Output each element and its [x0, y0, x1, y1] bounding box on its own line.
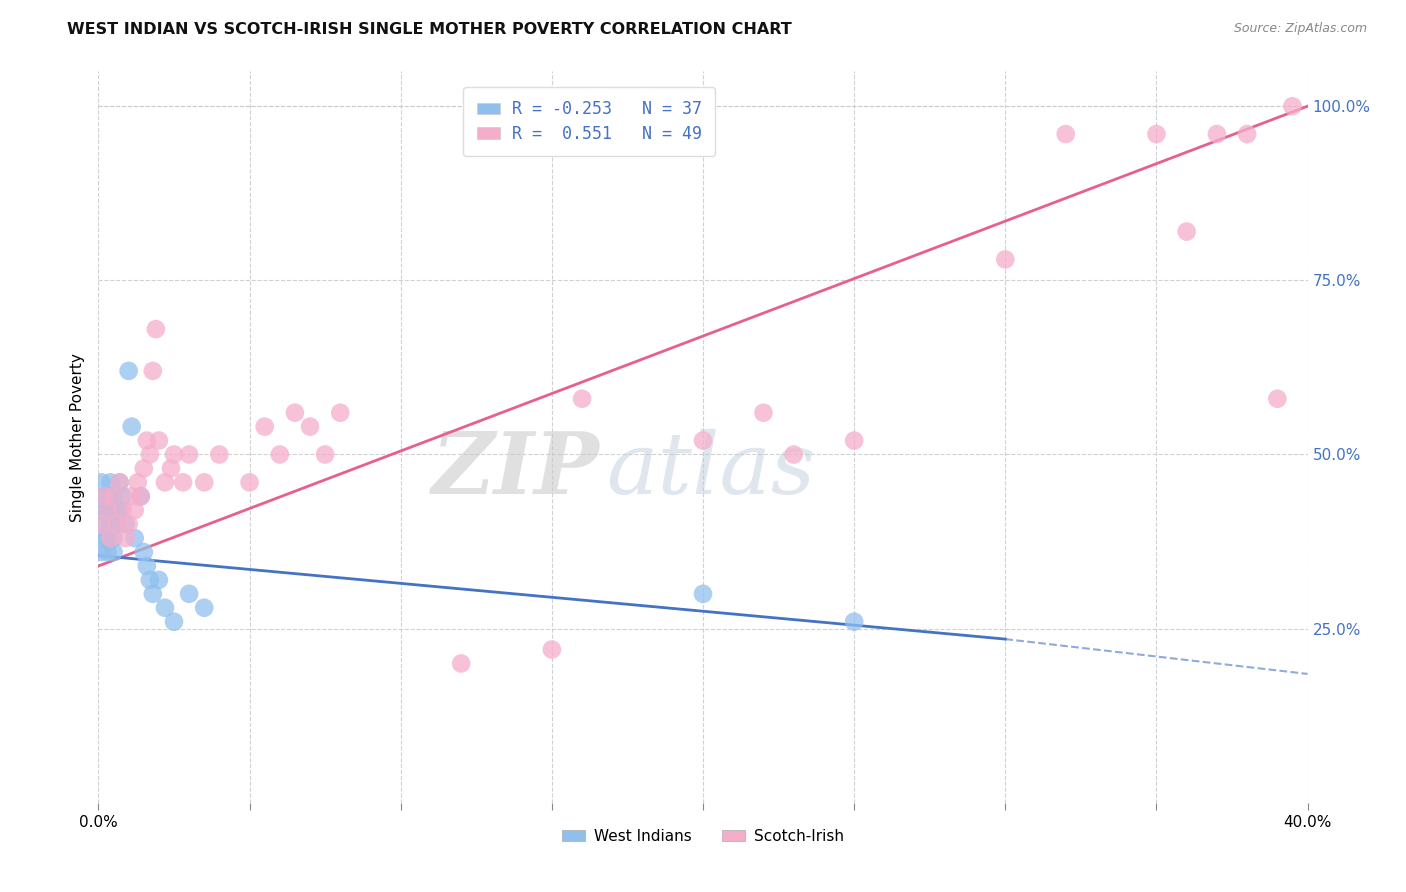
Point — [103, 531, 125, 545]
Point — [844, 434, 866, 448]
Point — [114, 531, 136, 545]
Point — [103, 489, 125, 503]
Point — [135, 558, 157, 573]
Point — [314, 448, 336, 462]
Point — [163, 615, 186, 629]
Text: atlas: atlas — [606, 429, 815, 511]
Point — [96, 503, 118, 517]
Point — [239, 475, 262, 490]
Point — [1281, 99, 1303, 113]
Point — [1175, 225, 1198, 239]
Point — [124, 531, 146, 545]
Point — [103, 489, 125, 503]
Point — [148, 573, 170, 587]
Point — [96, 545, 118, 559]
Text: Source: ZipAtlas.com: Source: ZipAtlas.com — [1233, 22, 1367, 36]
Point — [139, 448, 162, 462]
Point — [93, 517, 115, 532]
Point — [132, 461, 155, 475]
Point — [129, 489, 152, 503]
Point — [96, 531, 118, 545]
Text: ZIP: ZIP — [433, 428, 600, 512]
Point — [269, 448, 291, 462]
Point — [172, 475, 194, 490]
Point — [153, 600, 176, 615]
Point — [111, 489, 134, 503]
Point — [135, 434, 157, 448]
Point — [118, 364, 141, 378]
Point — [90, 475, 112, 490]
Point — [108, 503, 131, 517]
Point — [142, 364, 165, 378]
Point — [124, 503, 146, 517]
Point — [450, 657, 472, 671]
Point — [108, 475, 131, 490]
Point — [153, 475, 176, 490]
Point — [208, 448, 231, 462]
Point — [179, 448, 201, 462]
Point — [540, 642, 562, 657]
Point — [160, 461, 183, 475]
Text: WEST INDIAN VS SCOTCH-IRISH SINGLE MOTHER POVERTY CORRELATION CHART: WEST INDIAN VS SCOTCH-IRISH SINGLE MOTHE… — [67, 22, 792, 37]
Point — [1206, 127, 1229, 141]
Point — [90, 517, 112, 532]
Point — [127, 475, 149, 490]
Point — [105, 517, 128, 532]
Point — [193, 475, 215, 490]
Point — [163, 448, 186, 462]
Point — [118, 517, 141, 532]
Point — [1267, 392, 1289, 406]
Point — [132, 545, 155, 559]
Point — [90, 503, 112, 517]
Point — [329, 406, 352, 420]
Point — [1144, 127, 1167, 141]
Point — [129, 489, 152, 503]
Point — [692, 434, 714, 448]
Point — [193, 600, 215, 615]
Point — [121, 419, 143, 434]
Point — [142, 587, 165, 601]
Point — [100, 517, 122, 532]
Point — [284, 406, 307, 420]
Point — [253, 419, 276, 434]
Point — [148, 434, 170, 448]
Point — [1054, 127, 1077, 141]
Point — [100, 475, 122, 490]
Point — [96, 503, 118, 517]
Point — [105, 503, 128, 517]
Point — [145, 322, 167, 336]
Point — [111, 503, 134, 517]
Point — [299, 419, 322, 434]
Point — [96, 489, 118, 503]
Point — [139, 573, 162, 587]
Point — [844, 615, 866, 629]
Point — [994, 252, 1017, 267]
Point — [93, 489, 115, 503]
Y-axis label: Single Mother Poverty: Single Mother Poverty — [69, 352, 84, 522]
Point — [1236, 127, 1258, 141]
Point — [93, 531, 115, 545]
Point — [100, 503, 122, 517]
Point — [783, 448, 806, 462]
Point — [90, 545, 112, 559]
Point — [121, 489, 143, 503]
Point — [692, 587, 714, 601]
Point — [105, 517, 128, 532]
Point — [179, 587, 201, 601]
Point — [103, 545, 125, 559]
Point — [752, 406, 775, 420]
Point — [114, 517, 136, 532]
Point — [108, 475, 131, 490]
Point — [571, 392, 593, 406]
Point — [93, 489, 115, 503]
Legend: West Indians, Scotch-Irish: West Indians, Scotch-Irish — [555, 822, 851, 850]
Point — [100, 531, 122, 545]
